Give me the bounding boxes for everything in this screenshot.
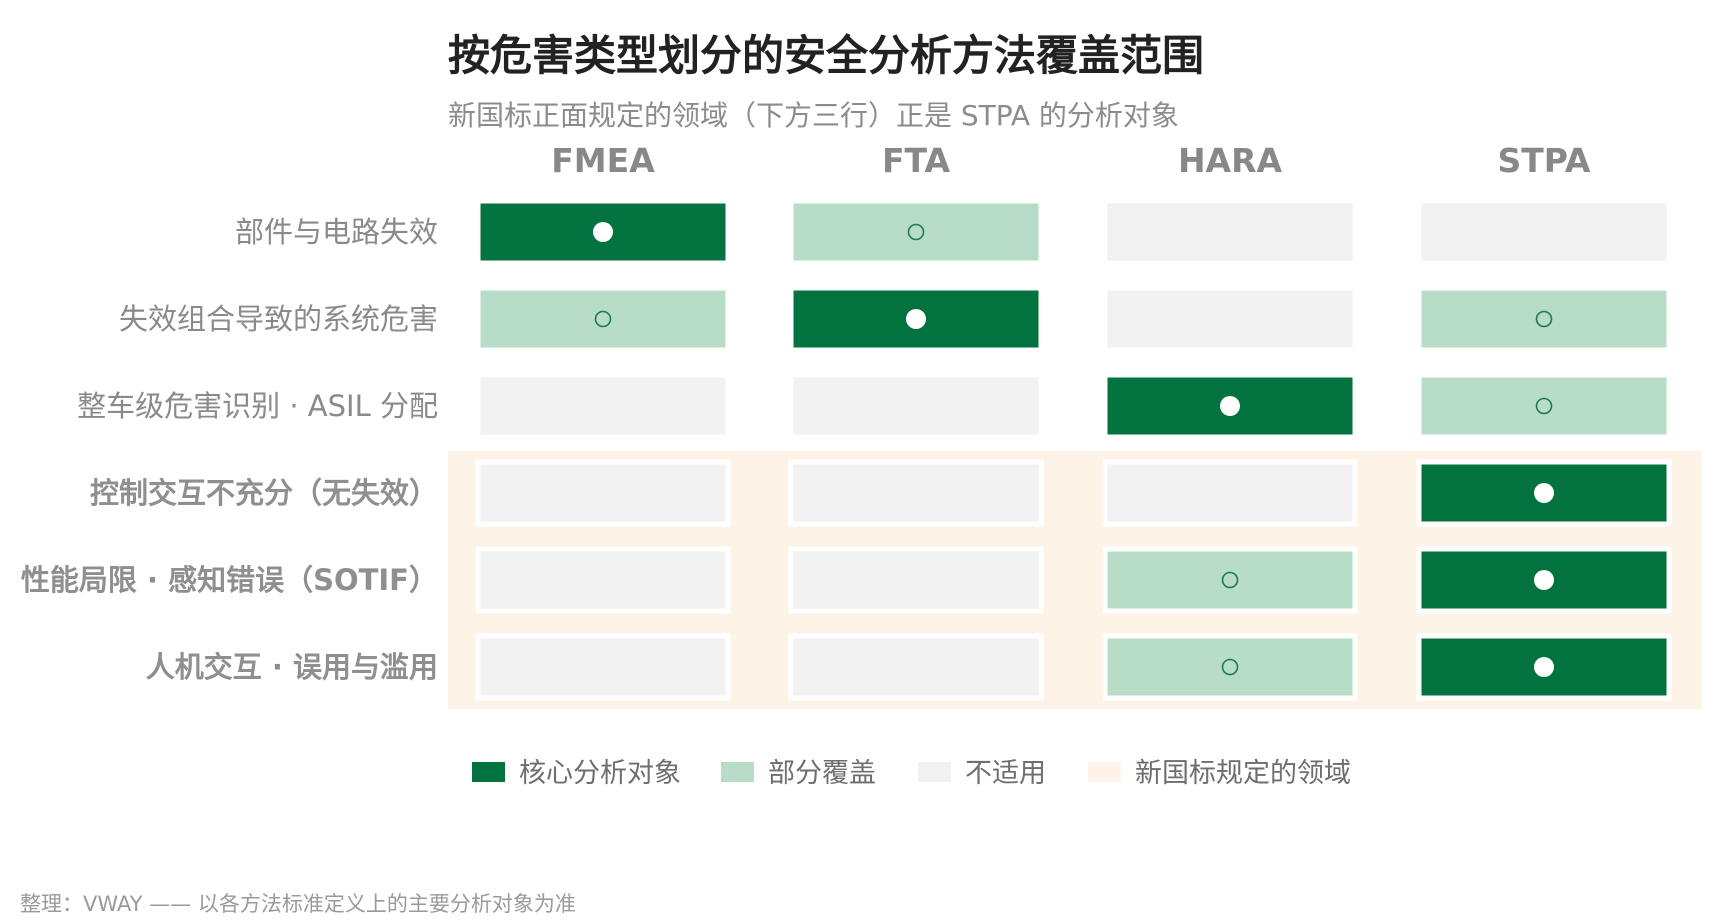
heatmap-cell-na bbox=[793, 551, 1039, 609]
heatmap-cell-na bbox=[1107, 203, 1353, 261]
core-marker-icon bbox=[1534, 483, 1554, 503]
heatmap-cell-na bbox=[793, 638, 1039, 696]
row-label: 失效组合导致的系统危害 bbox=[119, 302, 438, 336]
core-marker-icon bbox=[1534, 570, 1554, 590]
legend-label: 不适用 bbox=[965, 758, 1046, 789]
row-label: 性能局限 · 感知错误（SOTIF） bbox=[21, 563, 438, 597]
row-label: 人机交互 · 误用与滥用 bbox=[146, 650, 438, 684]
row-label: 控制交互不充分（无失效） bbox=[90, 476, 438, 510]
core-marker-icon bbox=[906, 309, 926, 329]
heatmap-cell-na bbox=[1421, 203, 1667, 261]
heatmap-cell-na bbox=[480, 638, 726, 696]
heatmap-cell-na bbox=[480, 464, 726, 522]
row-label: 整车级危害识别 · ASIL 分配 bbox=[77, 389, 438, 423]
heatmap-cell-partial bbox=[793, 203, 1039, 261]
partial-marker-icon bbox=[907, 223, 925, 241]
core-marker-icon bbox=[1534, 657, 1554, 677]
coverage-heatmap: FMEA FTA HARA STPA 部件与电路失效失效组合导致的系统危害整车级危害识别… bbox=[21, 141, 1702, 789]
heatmap-cell-na bbox=[480, 551, 726, 609]
column-label-stpa: STPA bbox=[1498, 141, 1591, 180]
legend-label: 部分覆盖 bbox=[768, 758, 876, 789]
heatmap-cell-na bbox=[793, 377, 1039, 435]
heatmap-cell-na bbox=[793, 464, 1039, 522]
legend-swatch-core bbox=[472, 762, 505, 782]
heatmap-cell-na bbox=[480, 377, 726, 435]
heatmap-cell-na bbox=[1107, 464, 1353, 522]
legend-swatch-na bbox=[918, 762, 951, 782]
heatmap-cell-partial bbox=[1107, 638, 1353, 696]
legend-label: 新国标规定的领域 bbox=[1135, 758, 1351, 789]
column-label-fmea: FMEA bbox=[551, 141, 655, 180]
footer-note: 整理：VWAY —— 以各方法标准定义上的主要分析对象为准 bbox=[20, 892, 576, 916]
core-marker-icon bbox=[1220, 396, 1240, 416]
legend-swatch-partial bbox=[721, 762, 754, 782]
row-label: 部件与电路失效 bbox=[235, 215, 438, 249]
chart-title: 按危害类型划分的安全分析方法覆盖范围 bbox=[448, 31, 1205, 80]
legend-swatch-region bbox=[1088, 762, 1121, 782]
column-label-hara: HARA bbox=[1178, 141, 1283, 180]
core-marker-icon bbox=[593, 222, 613, 242]
partial-marker-icon bbox=[1221, 571, 1239, 589]
column-label-fta: FTA bbox=[882, 141, 950, 180]
partial-marker-icon bbox=[594, 310, 612, 328]
partial-marker-icon bbox=[1221, 658, 1239, 676]
heatmap-cell-partial bbox=[480, 290, 726, 348]
legend-label: 核心分析对象 bbox=[519, 758, 681, 789]
partial-marker-icon bbox=[1535, 397, 1553, 415]
heatmap-cell-partial bbox=[1107, 551, 1353, 609]
chart-subtitle: 新国标正面规定的领域（下方三行）正是 STPA 的分析对象 bbox=[448, 99, 1179, 132]
heatmap-cell-partial bbox=[1421, 290, 1667, 348]
heatmap-cell-partial bbox=[1421, 377, 1667, 435]
partial-marker-icon bbox=[1535, 310, 1553, 328]
heatmap-cell-na bbox=[1107, 290, 1353, 348]
